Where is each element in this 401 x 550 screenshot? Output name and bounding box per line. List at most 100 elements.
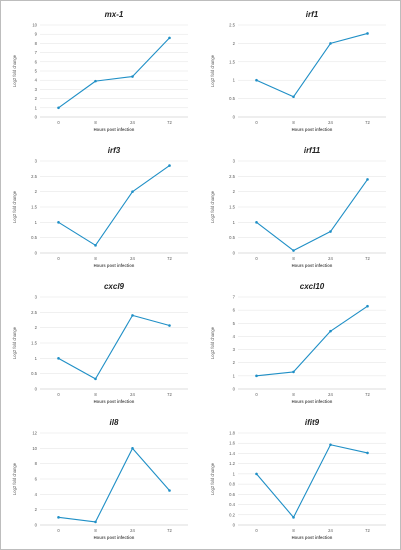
y-tick-label: 10 xyxy=(32,23,37,28)
series-line xyxy=(256,305,368,377)
y-axis-title: Log2 fold change xyxy=(12,54,17,87)
chart-irf1: irf1 0 0.5 1 1.5 2 2.5 0 8 24 72 Hours post infecti… xyxy=(210,10,386,132)
data-point xyxy=(94,520,97,524)
x-tick-label: 72 xyxy=(167,256,172,261)
x-tick-label: 8 xyxy=(94,256,97,261)
x-tick-label: 24 xyxy=(328,528,333,533)
x-tick-label: 72 xyxy=(365,120,370,125)
x-tick-label: 8 xyxy=(94,392,97,397)
data-point xyxy=(131,447,134,450)
y-tick-label: 9 xyxy=(35,32,38,37)
x-tick-label: 0 xyxy=(57,120,60,125)
data-point xyxy=(131,314,134,317)
x-tick-label: 0 xyxy=(255,528,258,533)
x-tick-label: 24 xyxy=(328,256,333,261)
y-tick-label: 1 xyxy=(233,78,236,83)
data-point xyxy=(94,377,97,381)
x-tick-label: 8 xyxy=(94,528,97,533)
y-tick-label: 3 xyxy=(35,295,38,300)
data-point xyxy=(366,304,369,308)
x-tick-label: 72 xyxy=(167,528,172,533)
x-axis-title: Hours post infection xyxy=(94,127,135,132)
x-tick-label: 72 xyxy=(167,392,172,397)
y-tick-label: 3 xyxy=(233,347,236,352)
x-tick-label: 8 xyxy=(292,392,295,397)
data-point xyxy=(292,95,295,99)
y-tick-label: 0.6 xyxy=(229,492,235,497)
y-tick-label: 2 xyxy=(233,189,236,194)
x-axis-title: Hours post infection xyxy=(94,399,135,404)
y-tick-label: 0 xyxy=(35,523,38,528)
chart-title: irf3 xyxy=(108,146,121,155)
y-tick-label: 0 xyxy=(233,115,236,120)
y-tick-label: 1.5 xyxy=(31,341,37,346)
x-tick-label: 24 xyxy=(130,392,135,397)
y-axis-title: Log2 fold change xyxy=(210,462,215,495)
y-tick-label: 0.5 xyxy=(229,235,235,240)
x-tick-label: 72 xyxy=(167,120,172,125)
chart-cxcl9: cxcl9 0 0.5 1 1.5 2 2.5 3 0 8 24 72 Hours post infec… xyxy=(12,282,188,404)
y-tick-label: 4 xyxy=(35,78,38,83)
data-point xyxy=(168,489,171,492)
y-tick-label: 1 xyxy=(233,471,236,476)
data-point xyxy=(255,472,258,476)
chart-title: irf1 xyxy=(306,10,319,19)
y-tick-label: 1.5 xyxy=(229,205,235,210)
y-axis-title: Log2 fold change xyxy=(210,54,215,87)
x-tick-label: 72 xyxy=(365,392,370,397)
series-line xyxy=(58,165,170,246)
y-tick-label: 0.8 xyxy=(229,482,235,487)
y-tick-label: 5 xyxy=(233,321,236,326)
y-tick-label: 2 xyxy=(233,360,236,365)
series-line xyxy=(58,447,170,523)
y-tick-label: 1.8 xyxy=(229,431,235,436)
y-tick-label: 10 xyxy=(32,446,37,451)
x-tick-label: 0 xyxy=(255,256,258,261)
series-line xyxy=(256,179,368,252)
y-tick-label: 0 xyxy=(35,387,38,392)
y-tick-label: 1.2 xyxy=(229,461,235,466)
x-axis-title: Hours post infection xyxy=(292,535,333,540)
data-point xyxy=(255,78,258,82)
chart-title: irf11 xyxy=(304,146,321,155)
chart-title: cxcl9 xyxy=(104,282,125,291)
x-axis-title: Hours post infection xyxy=(94,263,135,268)
x-axis-title: Hours post infection xyxy=(292,399,333,404)
data-point xyxy=(329,42,332,45)
data-point xyxy=(329,329,332,333)
x-tick-label: 8 xyxy=(94,120,97,125)
data-point xyxy=(94,79,97,83)
y-tick-label: 6 xyxy=(35,59,38,64)
data-point xyxy=(366,451,369,455)
chart-irf3: irf3 0 0.5 1 1.5 2 2.5 3 0 8 24 72 Hours post infect… xyxy=(12,146,188,268)
x-tick-label: 0 xyxy=(255,392,258,397)
y-tick-label: 7 xyxy=(35,50,38,55)
y-tick-label: 0.2 xyxy=(229,512,235,517)
chart-irf11: irf11 0 0.5 1 1.5 2 2.5 3 0 8 24 72 Hours post infec… xyxy=(210,146,386,268)
x-axis-title: Hours post infection xyxy=(292,127,333,132)
y-axis-title: Log2 fold change xyxy=(12,326,17,359)
data-point xyxy=(168,164,171,167)
x-tick-label: 8 xyxy=(292,528,295,533)
y-tick-label: 0.5 xyxy=(229,96,235,101)
y-tick-label: 3 xyxy=(35,159,38,164)
data-point xyxy=(255,374,258,378)
series-line xyxy=(256,444,368,518)
y-tick-label: 3 xyxy=(233,159,236,164)
data-point xyxy=(329,443,332,447)
y-tick-label: 0 xyxy=(233,387,236,392)
y-tick-label: 2 xyxy=(35,325,38,330)
y-tick-label: 0.5 xyxy=(31,371,37,376)
x-tick-label: 72 xyxy=(365,256,370,261)
chart-title: il8 xyxy=(110,418,119,427)
y-tick-label: 8 xyxy=(35,461,38,466)
y-tick-label: 2.5 xyxy=(229,23,235,28)
y-tick-label: 6 xyxy=(233,308,236,313)
y-tick-label: 2.5 xyxy=(229,174,235,179)
data-point xyxy=(292,249,295,252)
y-tick-label: 2.5 xyxy=(31,310,37,315)
y-tick-label: 2 xyxy=(35,507,38,512)
chart-panel-1: mx-1 0 1 2 3 4 5 6 7 8 9 10 0 8 24 72 Hours post infecti… xyxy=(6,5,196,133)
y-tick-label: 2 xyxy=(35,96,38,101)
